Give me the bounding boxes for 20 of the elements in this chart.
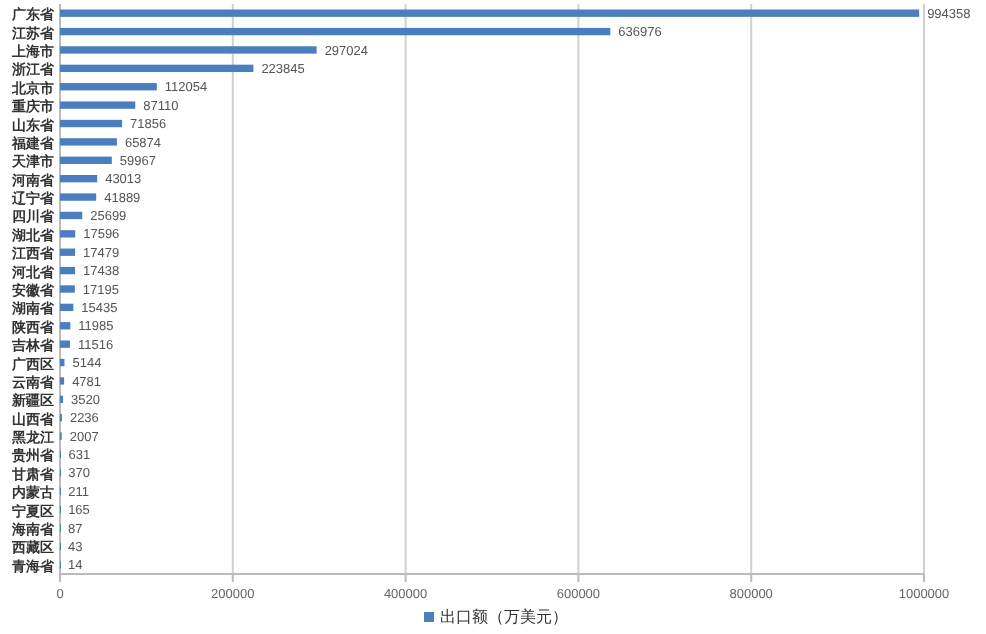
bar <box>60 266 76 275</box>
bar <box>60 64 254 73</box>
bar <box>60 211 83 220</box>
bar <box>60 230 76 238</box>
bar <box>60 101 136 109</box>
bar <box>60 9 920 17</box>
bar <box>60 322 71 330</box>
bar <box>60 193 97 201</box>
bar <box>60 119 123 128</box>
bar <box>60 46 317 54</box>
legend-label: 出口额（万美元） <box>440 608 568 626</box>
bar <box>60 83 157 91</box>
bar <box>60 303 74 312</box>
bar <box>60 175 98 183</box>
bar <box>60 138 117 146</box>
bar <box>60 340 70 348</box>
bar <box>60 285 75 293</box>
bar <box>60 156 112 164</box>
bar <box>60 27 611 36</box>
bar <box>60 248 76 256</box>
